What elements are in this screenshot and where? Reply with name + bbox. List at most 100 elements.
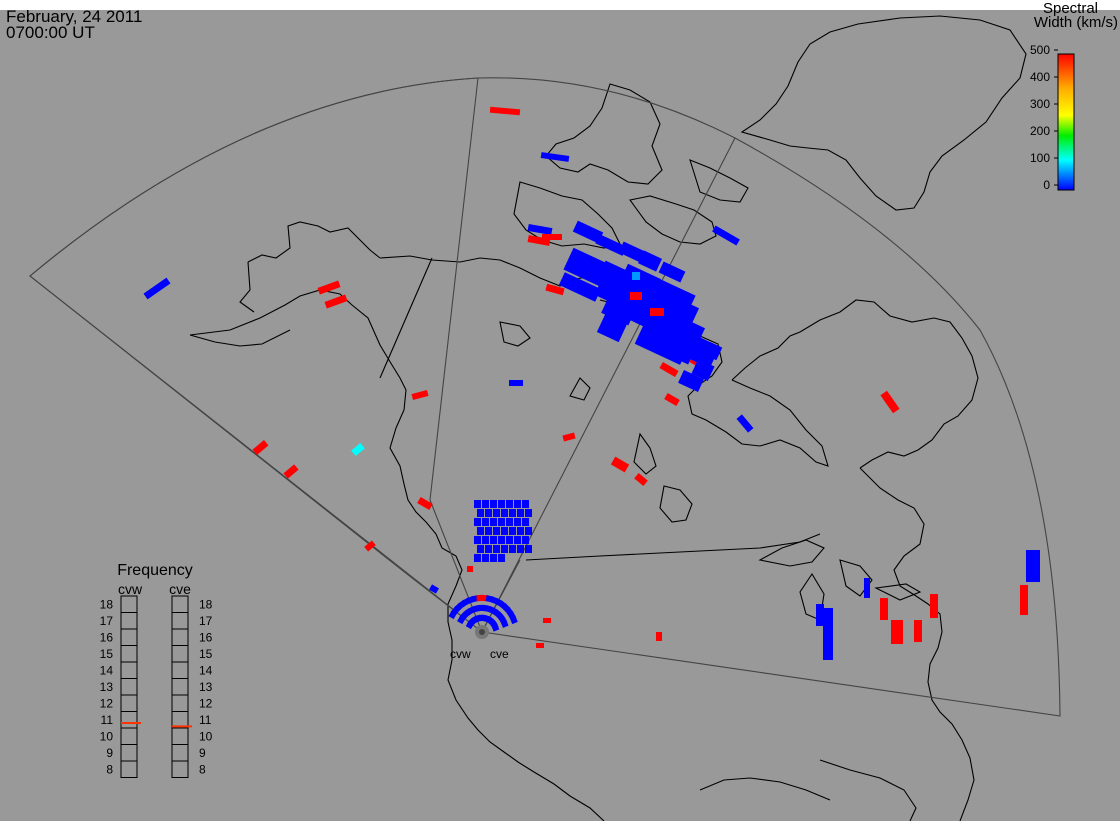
legend-colorbar — [1057, 53, 1075, 191]
echo-cell — [317, 280, 341, 295]
frequency-scale-label: 16 — [199, 630, 213, 644]
coastline-pacific — [389, 389, 605, 822]
echo-cell — [417, 496, 433, 511]
echo-cell — [610, 456, 630, 473]
echo-cell — [823, 608, 833, 660]
frequency-scale-label: 14 — [100, 663, 114, 677]
frequency-scale-label: 14 — [199, 663, 213, 677]
echo-cell — [506, 536, 513, 544]
radar-label-cvw: cvw — [450, 647, 471, 661]
frequency-cell — [171, 760, 189, 778]
echo-cell — [522, 500, 529, 508]
radar-label-cve: cve — [490, 647, 509, 661]
echo-cell — [658, 261, 686, 283]
echo-cell — [477, 527, 484, 535]
echo-cell — [474, 536, 481, 544]
echo-cell — [500, 619, 509, 628]
echo-cell — [467, 566, 473, 572]
echo-cell — [498, 518, 505, 526]
echo-cell — [429, 584, 439, 594]
legend-tick-label: 100 — [1030, 151, 1050, 165]
echo-cell — [482, 518, 489, 526]
echo-cell — [514, 536, 521, 544]
echo-cell — [509, 527, 516, 535]
echo-cell — [572, 220, 604, 244]
echo-cell — [474, 554, 481, 562]
coastlines — [189, 15, 1027, 822]
echo-cell — [880, 390, 900, 414]
legend-tick-label: 0 — [1043, 178, 1050, 192]
echo-cell — [522, 518, 529, 526]
legend-tick-label: 400 — [1030, 70, 1050, 84]
echo-cell — [543, 618, 551, 623]
echo-cell — [498, 536, 505, 544]
echo-cell — [1020, 585, 1028, 615]
echo-cell — [816, 604, 824, 626]
echo-cell — [477, 545, 484, 553]
echo-cell — [525, 527, 532, 535]
echo-cell — [634, 472, 648, 487]
echo-cell — [509, 380, 523, 386]
frequency-scale-label: 8 — [199, 762, 206, 776]
echo-cell — [678, 370, 704, 392]
echo-cell — [517, 545, 524, 553]
echo-cell — [351, 442, 365, 457]
echo-cell — [477, 509, 484, 517]
coastline-east — [758, 467, 975, 822]
border-alaska — [379, 257, 433, 379]
echo-cell — [736, 414, 754, 433]
echo-cell — [864, 578, 870, 598]
echo-cell — [1026, 550, 1040, 582]
echo-cell — [891, 620, 903, 644]
frequency-panel: Frequency cvw cve 18 18 17 17 16 16 15 15 14 14 13… — [100, 562, 213, 778]
echo-cell — [536, 643, 544, 648]
legend-tick-label: 200 — [1030, 124, 1050, 138]
echo-cell — [143, 277, 171, 300]
radar-site-center — [479, 629, 485, 635]
echo-cell — [474, 500, 481, 508]
echo-cell — [506, 500, 513, 508]
echo-cell — [525, 545, 532, 553]
echo-cell — [485, 527, 492, 535]
frequency-scale-label: 13 — [199, 680, 213, 694]
echo-cell — [482, 536, 489, 544]
echo-cell — [522, 536, 529, 544]
radar-fov — [29, 77, 1061, 717]
map-background — [0, 10, 1120, 821]
echo-cell — [364, 540, 376, 552]
echo-cell — [691, 358, 715, 382]
echo-cell — [485, 545, 492, 553]
echo-cell — [283, 464, 299, 479]
border-us-canada — [525, 533, 821, 561]
frequency-scale-label: 18 — [100, 597, 114, 611]
coastline-labrador — [799, 299, 979, 469]
echo-cell — [501, 527, 508, 535]
echo-cell — [595, 234, 627, 256]
frequency-scale-label: 12 — [100, 696, 114, 710]
frequency-scale-label: 8 — [106, 762, 113, 776]
echo-cell — [880, 598, 888, 620]
frequency-scale-label: 15 — [100, 647, 114, 661]
echo-cell — [525, 509, 532, 517]
echo-cell — [664, 392, 680, 407]
frequency-scale-label: 13 — [100, 680, 114, 694]
frequency-scale-label: 15 — [199, 647, 213, 661]
echo-cell — [489, 106, 521, 116]
echo-cell — [324, 294, 348, 309]
echo-cell — [542, 234, 562, 240]
legend-title-line1: Spectral — [1043, 0, 1098, 17]
frequency-scale-label: 12 — [199, 696, 213, 710]
echo-cell — [703, 341, 723, 361]
frequency-columns: 18 18 17 17 16 16 15 15 14 14 13 13 12 12 11 11 10 10 9 9 8 8 — [100, 595, 213, 778]
frequency-scale-label: 17 — [199, 614, 213, 628]
echo-cell — [493, 545, 500, 553]
timestamp: February, 24 2011 0700:00 UT — [6, 8, 142, 41]
frequency-scale-label: 10 — [100, 729, 114, 743]
frequency-label-cve: cve — [169, 581, 191, 597]
echo-cell — [491, 622, 500, 632]
frequency-scale-label: 18 — [199, 597, 213, 611]
echo-cell — [545, 283, 565, 296]
echo-cell — [509, 509, 516, 517]
